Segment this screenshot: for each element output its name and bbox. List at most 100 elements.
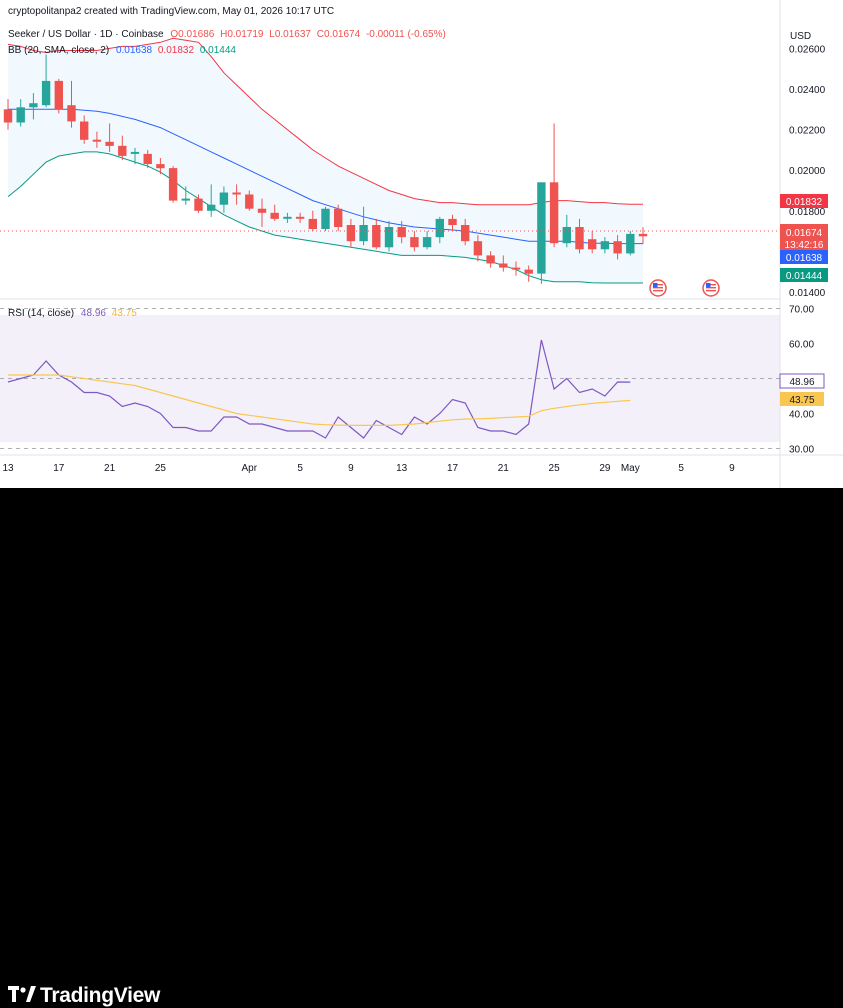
candle <box>54 78 63 114</box>
candle <box>461 218 470 246</box>
candle <box>156 158 165 175</box>
candle <box>524 265 533 282</box>
rsi-tick-label: 40.00 <box>789 410 814 421</box>
time-tick-label: 9 <box>729 463 735 474</box>
candle <box>118 135 127 161</box>
candle <box>194 194 203 213</box>
attribution: cryptopolitanpa2 created with TradingVie… <box>8 6 334 17</box>
us-flag-icon[interactable] <box>649 279 667 297</box>
candle <box>499 255 508 272</box>
chart-frame: 0.02600 0.02400 0.02200 0.02000 0.01800 0.016… <box>0 0 843 488</box>
time-tick-label: 21 <box>498 463 510 474</box>
badge-bb-mid: 0.01638 <box>780 250 828 264</box>
time-tick-label: 13 <box>2 463 14 474</box>
badge-rsi: 48.96 <box>779 373 825 389</box>
rsi-tick-label: 60.00 <box>789 340 814 351</box>
legend-symbol: Seeker / US Dollar · 1D · Coinbase O0.01… <box>8 29 446 40</box>
svg-text:48.96: 48.96 <box>789 377 814 388</box>
candle <box>181 186 190 205</box>
us-flag-icon[interactable] <box>702 279 720 297</box>
candle <box>295 212 305 223</box>
candle <box>410 231 419 252</box>
bb-mid-line <box>8 108 643 245</box>
price-tick-label: 0.01800 <box>789 207 826 218</box>
svg-text:0.01832: 0.01832 <box>786 197 823 208</box>
candle <box>105 123 114 152</box>
badge-bb-lower: 0.01444 <box>780 268 828 282</box>
time-tick-label: 21 <box>104 463 116 474</box>
candle <box>143 149 152 169</box>
candle <box>588 231 597 254</box>
candle <box>613 235 622 260</box>
candle <box>384 220 394 252</box>
price-tick-label: 0.02600 <box>789 44 826 55</box>
svg-text:43.75: 43.75 <box>789 395 814 406</box>
countdown: 13:42:16 <box>785 240 824 251</box>
candle <box>130 147 140 165</box>
svg-text:0.01444: 0.01444 <box>786 271 823 282</box>
candle <box>67 80 76 128</box>
candle <box>270 204 279 221</box>
candle <box>600 237 610 254</box>
time-tick-label: 25 <box>155 463 167 474</box>
candle <box>486 251 495 268</box>
candle <box>575 218 584 254</box>
candle <box>511 261 521 276</box>
time-tick-label: 29 <box>599 463 611 474</box>
legend-bb: BB (20, SMA, close, 2) 0.01638 0.01832 0… <box>8 45 236 56</box>
candle <box>397 220 406 244</box>
rsi-band <box>0 315 780 442</box>
svg-text:0.01674: 0.01674 <box>786 228 823 239</box>
candle <box>334 204 343 232</box>
price-tick-label: 0.02400 <box>789 85 826 96</box>
candle <box>219 186 229 213</box>
candle <box>372 218 381 250</box>
price-tick-label: 0.02200 <box>789 126 826 137</box>
candle <box>3 99 13 130</box>
bb-lower-line <box>7 151 643 284</box>
time-tick-label: 5 <box>678 463 684 474</box>
rsi-tick-label: 70.00 <box>789 305 814 316</box>
rsi-line <box>7 339 631 439</box>
candle <box>168 166 178 203</box>
currency-label: USD <box>790 31 811 42</box>
badge-bb-upper: 0.01832 <box>780 194 828 208</box>
rsi-tick-label: 30.00 <box>789 445 814 456</box>
candle <box>448 214 457 232</box>
candle <box>308 210 317 232</box>
bb-upper-line <box>7 37 643 206</box>
price-tick-label: 0.01400 <box>789 288 826 299</box>
time-tick-label: 9 <box>348 463 354 474</box>
candle <box>562 214 571 248</box>
candle <box>537 182 546 284</box>
candle <box>80 115 89 144</box>
candle <box>92 131 102 148</box>
bb-fill <box>8 38 643 283</box>
legend-rsi: RSI (14, close) 48.96 43.75 <box>8 308 137 319</box>
candle <box>435 216 444 244</box>
candle <box>283 212 292 223</box>
candle <box>638 227 648 244</box>
candle <box>549 123 559 248</box>
candle <box>626 231 635 256</box>
candle <box>346 218 356 248</box>
candle <box>359 206 368 246</box>
candle <box>16 99 25 127</box>
footer: TradingView <box>0 488 843 1007</box>
time-tick-label: Apr <box>242 463 258 474</box>
candle <box>473 235 483 262</box>
badge-rsi-ma: 43.75 <box>780 392 824 406</box>
svg-text:0.01638: 0.01638 <box>786 253 823 264</box>
candle <box>257 198 267 227</box>
candle <box>321 206 330 232</box>
chart-svg: 0.02600 0.02400 0.02200 0.02000 0.01800 0.016… <box>0 0 843 488</box>
tradingview-logo-icon <box>8 986 36 1002</box>
price-tick-label: 0.02000 <box>789 166 826 177</box>
time-tick-label: 13 <box>396 463 408 474</box>
candle <box>245 190 254 211</box>
brand-name: TradingView <box>40 984 161 1007</box>
time-tick-label: 25 <box>549 463 561 474</box>
candle <box>41 54 51 108</box>
candle <box>232 184 241 205</box>
candle <box>422 231 432 250</box>
